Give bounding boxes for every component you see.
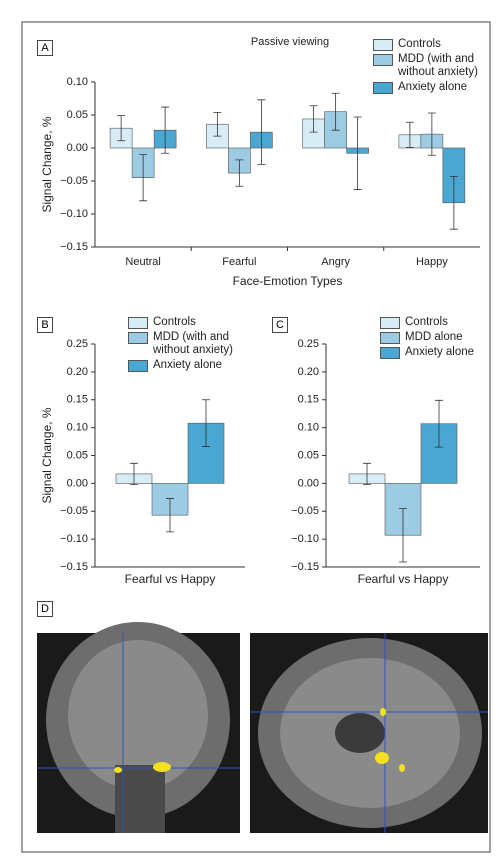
legend-swatch (128, 332, 148, 344)
panel-label: B (37, 317, 53, 333)
legend-swatch (380, 347, 400, 359)
legend-swatch (373, 82, 393, 94)
activation (114, 767, 122, 773)
y-tick-label: −0.10 (60, 533, 88, 545)
brain-shape (335, 713, 385, 753)
y-tick-label: 0.05 (67, 449, 88, 461)
legend-entry: Controls (380, 316, 490, 329)
panel-label: A (37, 40, 53, 56)
x-axis-label: Fearful vs Happy (358, 572, 449, 586)
activation (375, 752, 389, 764)
y-tick-label: 0.15 (67, 394, 88, 406)
legend-entry: Anxiety alone (373, 81, 488, 94)
y-tick-label: 0.25 (298, 338, 319, 350)
chart: −0.15 −0.10 −0.05 0.00 0.05 0.10 Neutral Fearfu… (0, 0, 499, 857)
y-axis-label: Signal Change, % (40, 116, 54, 212)
legend-label: Controls (398, 38, 441, 51)
legend-label: MDD (with and without anxiety) (153, 331, 248, 357)
y-tick-label: 0.10 (67, 76, 88, 88)
y-tick-label: 0.00 (298, 477, 319, 489)
x-tick-label: Happy (416, 256, 448, 268)
legend-entry: Anxiety alone (380, 346, 490, 359)
activation (380, 708, 386, 716)
figure: −0.15 −0.10 −0.05 0.00 0.05 0.10 Neutral Fearfu… (0, 0, 499, 857)
legend-label: Controls (405, 316, 448, 329)
y-tick-label: 0.10 (298, 422, 319, 434)
legend-label: Anxiety alone (398, 81, 467, 94)
y-tick-label: −0.05 (60, 175, 88, 187)
y-tick-label: 0.25 (67, 338, 88, 350)
panel-label: C (272, 317, 288, 333)
legend: Controls MDD (with and without anxiety) An… (373, 38, 488, 96)
legend-swatch (128, 317, 148, 329)
legend-entry: MDD (with and without anxiety) (373, 53, 488, 79)
legend: Controls MDD alone Anxiety alone (380, 316, 490, 361)
y-tick-label: 0.05 (67, 109, 88, 121)
legend-swatch (380, 317, 400, 329)
legend-entry: Anxiety alone (128, 359, 248, 372)
legend-entry: MDD (with and without anxiety) (128, 331, 248, 357)
legend-label: Anxiety alone (153, 359, 222, 372)
legend-entry: MDD alone (380, 331, 490, 344)
x-tick-label: Angry (321, 256, 350, 268)
y-tick-label: 0.20 (67, 366, 88, 378)
legend-label: Controls (153, 316, 196, 329)
y-tick-label: 0.05 (298, 449, 319, 461)
y-tick-label: 0.15 (298, 394, 319, 406)
y-tick-label: 0.00 (67, 142, 88, 154)
legend: Controls MDD (with and without anxiety) An… (128, 316, 248, 374)
legend-label: Anxiety alone (405, 346, 474, 359)
legend-entry: Controls (373, 38, 488, 51)
legend-entry: Controls (128, 316, 248, 329)
y-tick-label: 0.10 (67, 422, 88, 434)
y-tick-label: −0.15 (60, 561, 88, 573)
legend-label: MDD (with and without anxiety) (398, 53, 488, 79)
legend-swatch (380, 332, 400, 344)
legend-swatch (128, 360, 148, 372)
x-axis-label: Face-Emotion Types (233, 274, 343, 288)
panel-label: D (37, 601, 53, 617)
activation (399, 764, 405, 772)
y-tick-label: −0.05 (291, 505, 319, 517)
x-tick-label: Neutral (125, 256, 160, 268)
y-axis-label: Signal Change, % (40, 407, 54, 503)
y-tick-label: −0.05 (60, 505, 88, 517)
legend-swatch (373, 54, 393, 66)
y-tick-label: 0.00 (67, 477, 88, 489)
legend-swatch (373, 39, 393, 51)
y-tick-label: −0.10 (291, 533, 319, 545)
x-tick-label: Fearful (222, 256, 256, 268)
y-tick-label: −0.15 (60, 241, 88, 253)
activation (153, 762, 171, 772)
y-tick-label: −0.15 (291, 561, 319, 573)
x-axis-label: Fearful vs Happy (125, 572, 216, 586)
y-tick-label: −0.10 (60, 208, 88, 220)
y-tick-label: 0.20 (298, 366, 319, 378)
chart-title: Passive viewing (251, 36, 329, 48)
legend-label: MDD alone (405, 331, 463, 344)
